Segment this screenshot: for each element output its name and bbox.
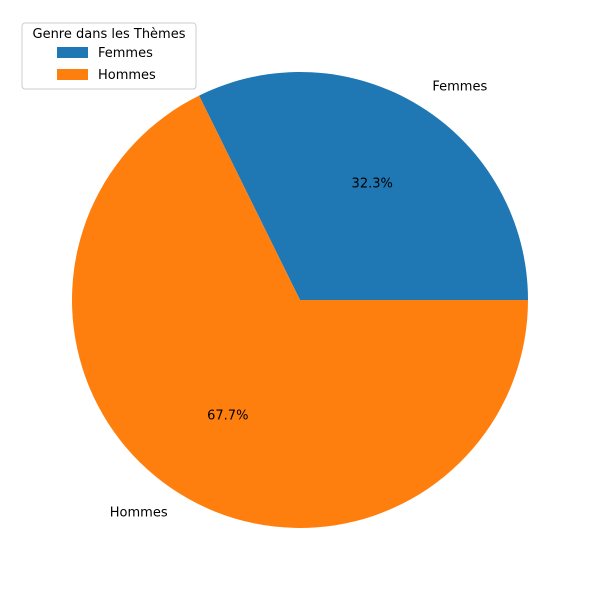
category-label-hommes: Hommes [110,506,168,521]
pie-labels: Femmes 32.3% Hommes 67.7% [110,79,488,520]
pie-slice-hommes [72,95,529,528]
pie-slices [72,71,529,528]
category-label-femmes: Femmes [432,79,487,94]
legend-label-femmes: Femmes [98,46,153,61]
legend-swatch-femmes [57,47,88,58]
percent-label-hommes: 67.7% [207,409,248,424]
legend: Genre dans les Thèmes Femmes Hommes [21,22,197,90]
percent-label-femmes: 32.3% [352,176,393,191]
pie-slice-femmes [199,71,528,300]
legend-label-hommes: Hommes [98,68,156,83]
legend-title: Genre dans les Thèmes [33,27,186,42]
legend-swatch-hommes [57,69,88,80]
